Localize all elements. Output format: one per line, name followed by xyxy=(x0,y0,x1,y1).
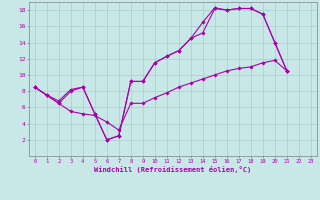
X-axis label: Windchill (Refroidissement éolien,°C): Windchill (Refroidissement éolien,°C) xyxy=(94,166,252,173)
